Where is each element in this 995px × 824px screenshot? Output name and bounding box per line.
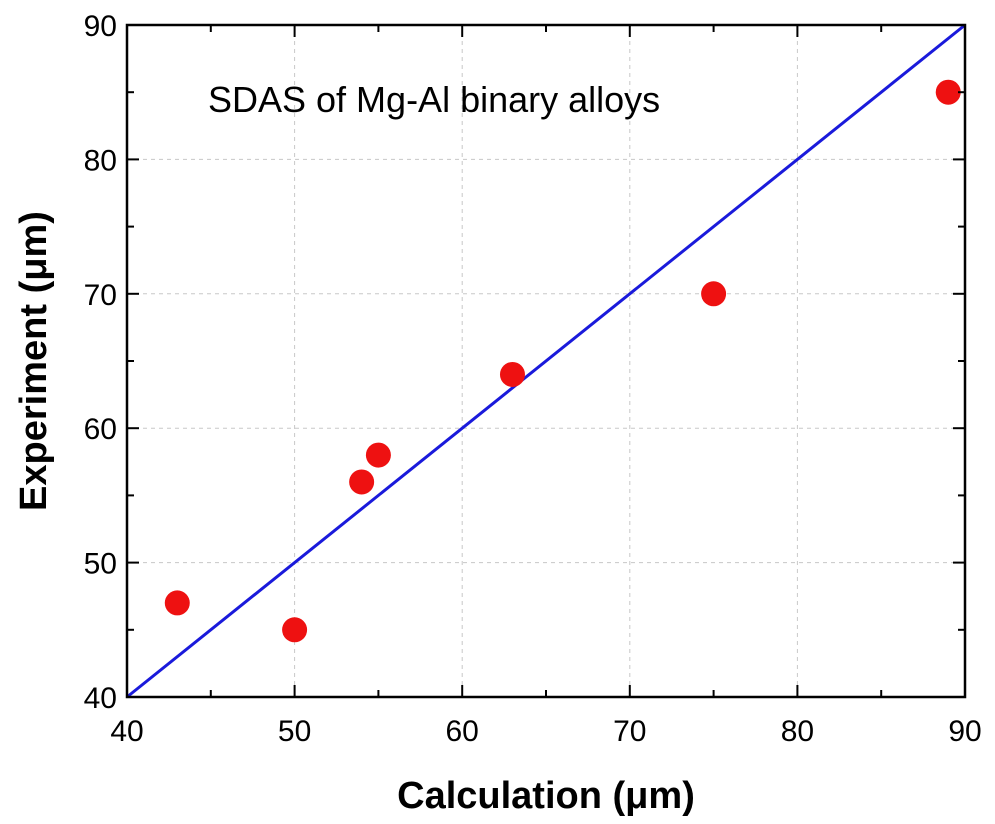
data-point [935,79,961,105]
x-tick-label: 90 [948,715,981,748]
y-tick-label: 70 [84,279,117,312]
x-tick-label: 60 [446,715,479,748]
grid-lines [127,25,965,697]
reference-line-group [126,23,966,699]
data-point [499,361,525,387]
y-tick-label: 60 [84,413,117,446]
x-tick-labels: 40 50 60 70 80 90 [110,715,981,748]
reference-line [126,23,966,699]
data-point [701,281,727,307]
x-tick-label: 50 [278,715,311,748]
y-tick-labels: 40 50 60 70 80 90 [84,10,117,715]
x-axis-title: Calculation (μm) [397,775,695,817]
axis-ticks [126,24,966,698]
data-point [282,617,308,643]
y-tick-label: 80 [84,144,117,177]
y-tick-label: 90 [84,10,117,43]
x-tick-label: 40 [110,715,143,748]
x-tick-label: 80 [781,715,814,748]
y-axis-title: Experiment (μm) [13,211,55,511]
data-point [164,590,190,616]
data-point [349,469,375,495]
data-point [365,442,391,468]
chart-annotation: SDAS of Mg-Al binary alloys [208,79,660,120]
data-points [164,79,961,643]
y-tick-label: 50 [84,548,117,581]
x-tick-label: 70 [613,715,646,748]
y-tick-label: 40 [84,682,117,715]
